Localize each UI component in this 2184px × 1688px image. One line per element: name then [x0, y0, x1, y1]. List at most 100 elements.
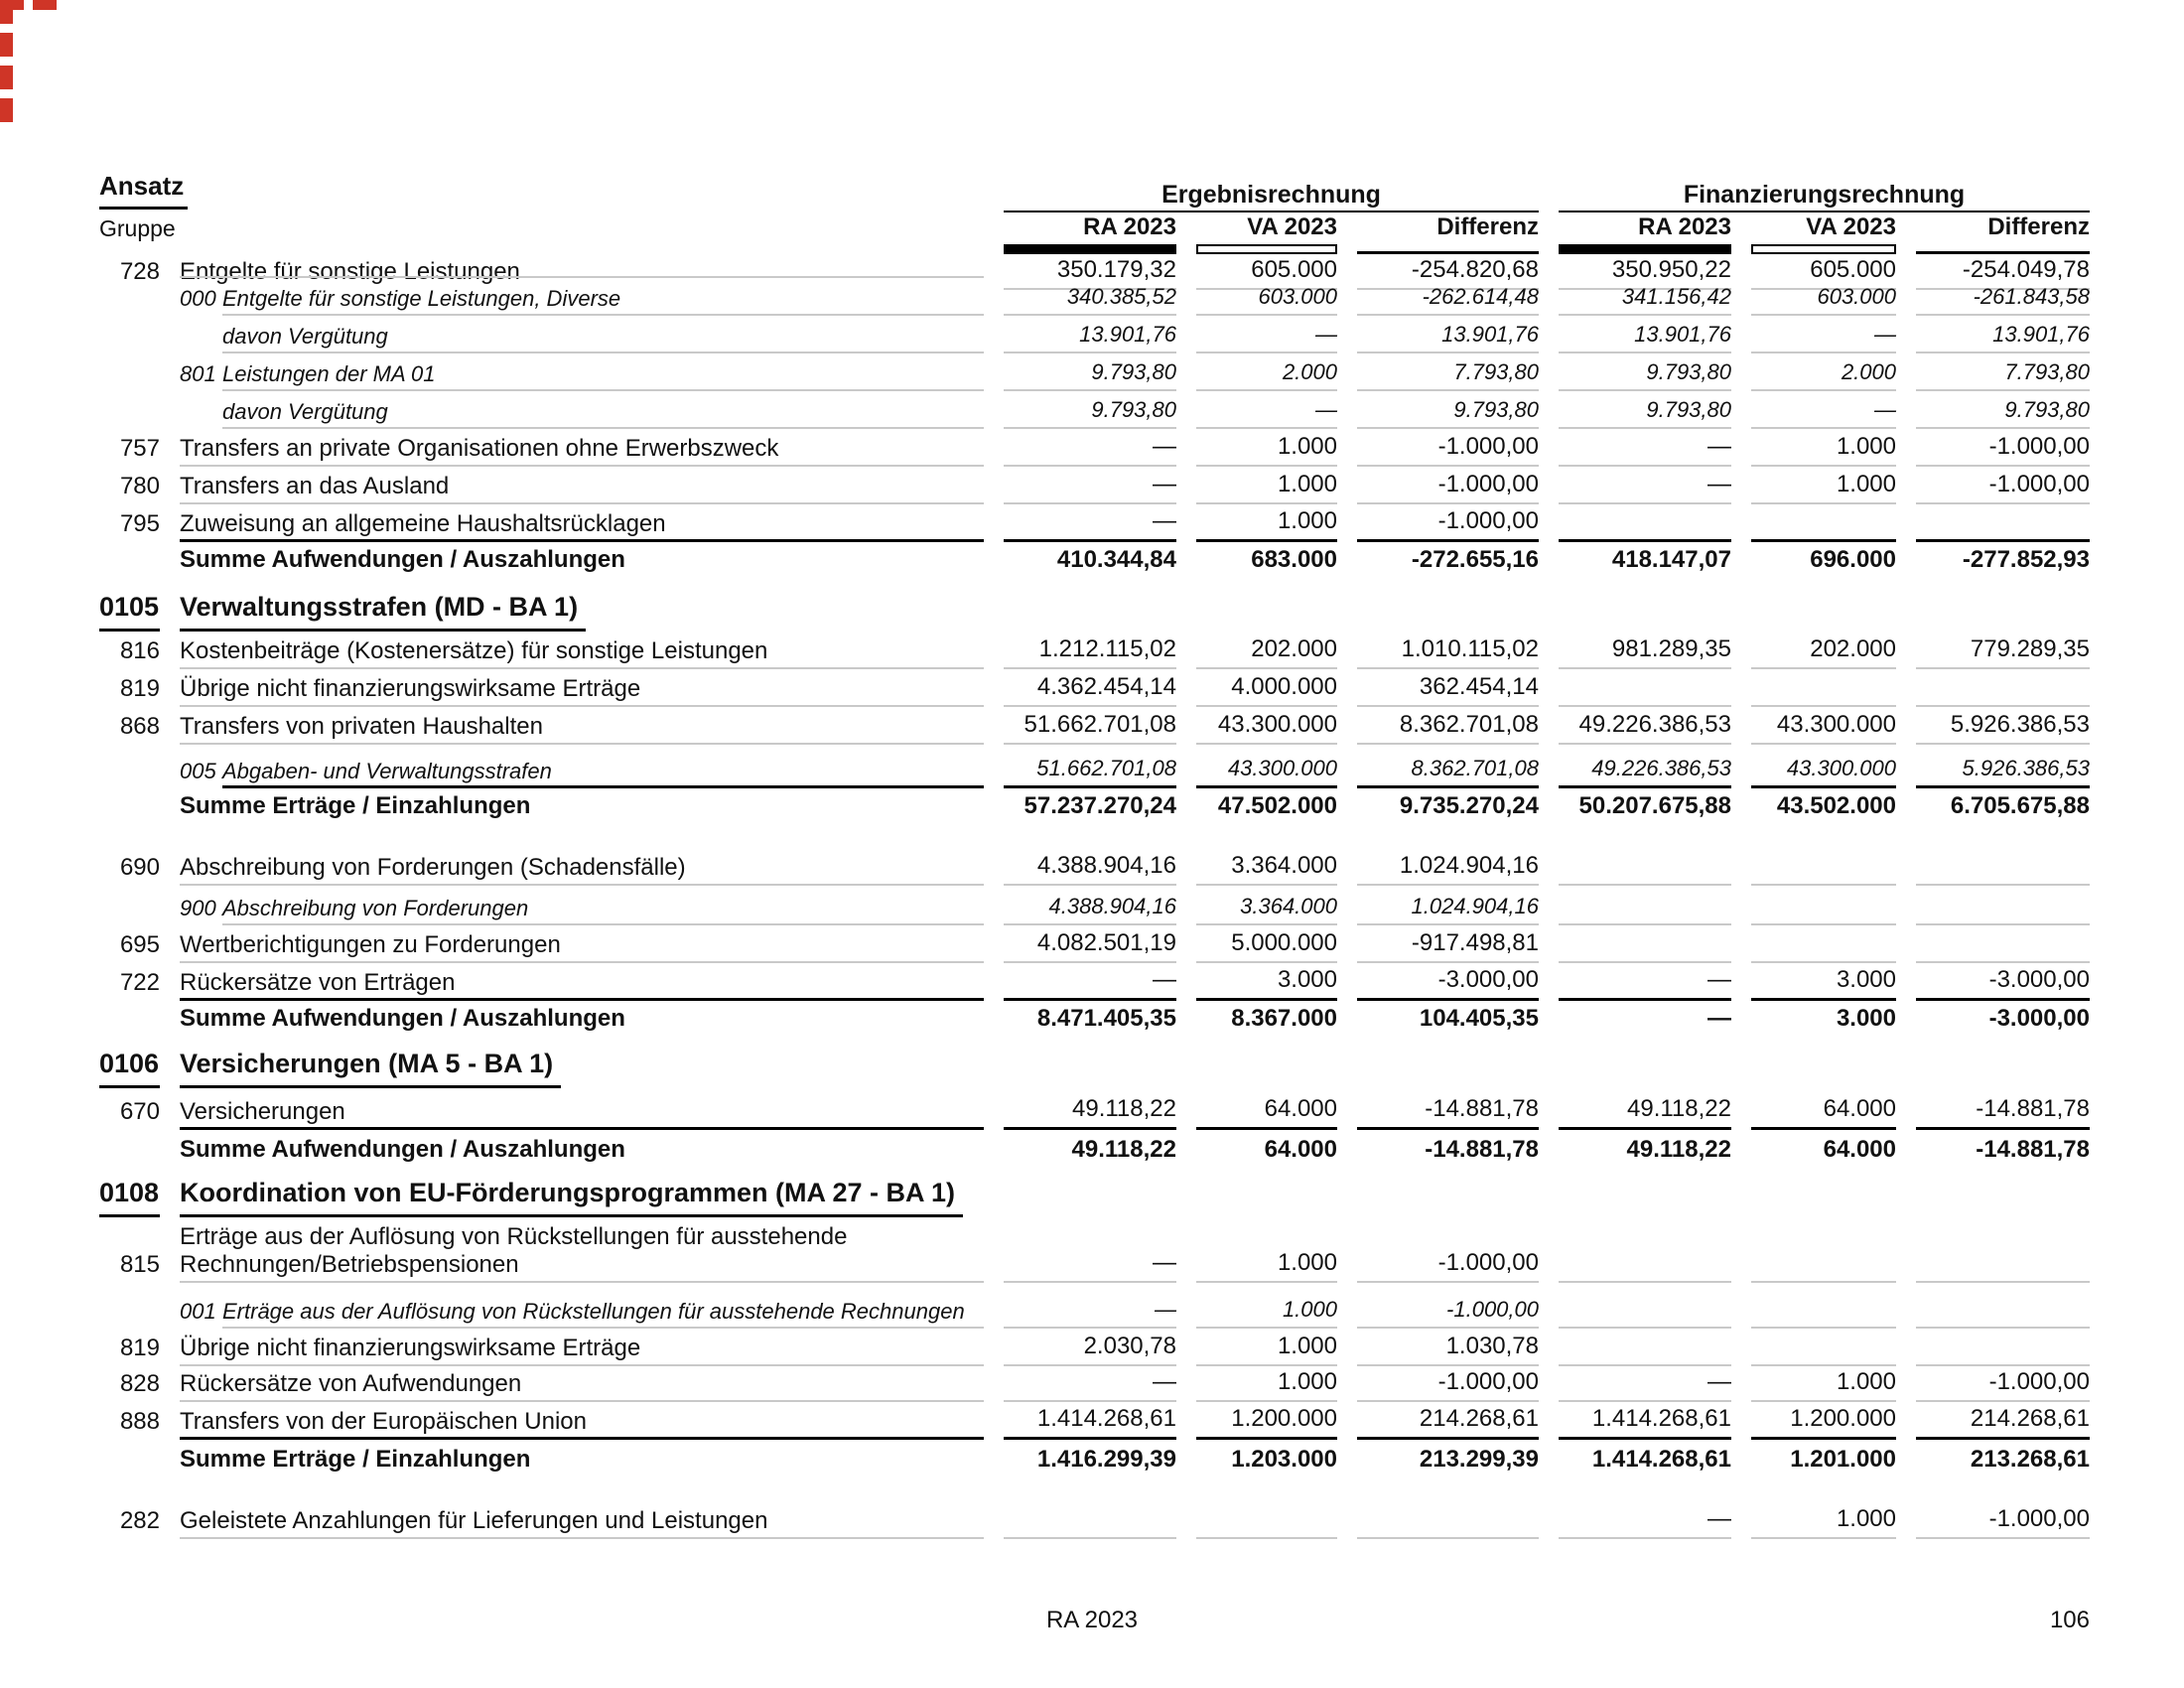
- col-label-e-va: VA 2023: [1247, 213, 1337, 240]
- value-cell: 4.388.904,16: [1004, 886, 1176, 925]
- value-cell: -14.881,78: [1976, 1136, 2090, 1163]
- row-label: Entgelte für sonstige Leistungen: [180, 258, 520, 285]
- row-label: Verwaltungsstrafen (MD - BA 1): [180, 592, 587, 632]
- value-cell: [1751, 886, 1896, 925]
- row-label: Koordination von EU-Förderungsprogrammen…: [180, 1178, 964, 1217]
- table-row: 801 Leistungen der MA 01 9.793,80 2.000 7.79…: [99, 353, 2090, 391]
- table-row: 670 Versicherungen 49.118,22 64.000 -14.881,…: [99, 1088, 2090, 1130]
- value-cell: —: [1004, 1217, 1176, 1283]
- value-cell: 5.926.386,53: [1916, 745, 2090, 788]
- value-cell: 340.385,52: [1004, 278, 1176, 316]
- ansatz-cell: Ansatz: [99, 171, 984, 210]
- value-cell: 4.000.000: [1196, 669, 1337, 707]
- value-cell: 981.289,35: [1559, 632, 1731, 669]
- value-cell: 43.300.000: [1751, 745, 1896, 788]
- gruppe-number: [99, 1001, 160, 1037]
- value-cell: [1559, 1217, 1731, 1283]
- value-cell: 1.200.000: [1196, 1402, 1337, 1440]
- table-row: 757 Transfers an private Organisationen o…: [99, 429, 2090, 467]
- row-label-cell: Transfers an das Ausland: [180, 467, 984, 504]
- gruppe-number: 868: [119, 713, 160, 740]
- row-label-cell: davon Vergütung: [180, 316, 984, 353]
- finanzierungsrechnung-title: Finanzierungsrechnung: [1683, 181, 1966, 209]
- value-cell: 350.950,22: [1559, 256, 1731, 290]
- ra-column-marker-bar: [1559, 244, 1731, 254]
- value-cell: 779.289,35: [1916, 632, 2090, 669]
- row-label: Summe Erträge / Einzahlungen: [180, 792, 531, 819]
- gruppe-number: 757: [119, 435, 160, 462]
- row-label-cell: Erträge aus der Auflösung von Rückstellu…: [180, 1217, 984, 1283]
- gruppe-number: 0108: [99, 1168, 160, 1217]
- value-cell: 49.118,22: [1071, 1136, 1176, 1163]
- value-cell: 9.735.270,24: [1399, 792, 1539, 819]
- value-cell: 410.344,84: [1056, 546, 1176, 573]
- value-cell: [1916, 504, 2090, 542]
- row-label-cell: Rückersätze von Erträgen: [180, 963, 984, 1001]
- row-label: Rückersätze von Erträgen: [180, 969, 456, 996]
- value-cell: -1.000,00: [1916, 1501, 2090, 1539]
- row-label: Zuweisung an allgemeine Haushaltsrücklag…: [180, 510, 666, 537]
- value-cell: [1916, 1283, 2090, 1329]
- row-label-cell: Summe Aufwendungen / Auszahlungen: [180, 542, 984, 578]
- table-row: 816 Kostenbeiträge (Kostenersätze) für so…: [99, 632, 2090, 669]
- value-cell: -1.000,00: [1357, 467, 1539, 504]
- value-cell: [1916, 886, 2090, 925]
- differenz-column-marker-line: [1916, 251, 2090, 254]
- value-cell: —: [1751, 391, 1896, 429]
- value-cell: 362.454,14: [1357, 669, 1539, 707]
- value-cell: [1916, 578, 2090, 632]
- value-cell: 13.901,76: [1004, 316, 1176, 353]
- table-row: Summe Aufwendungen / Auszahlungen 49.118,…: [99, 1130, 2090, 1168]
- table-row: 780 Transfers an das Ausland — 1.000 -1.000,…: [99, 467, 2090, 504]
- gruppe-number: 0105: [99, 578, 160, 632]
- value-cell: 8.362.701,08: [1357, 707, 1539, 745]
- value-cell: -3.000,00: [1357, 963, 1539, 1001]
- row-label-cell: Wertberichtigungen zu Forderungen: [180, 925, 984, 963]
- value-cell: -254.820,68: [1357, 256, 1539, 290]
- value-cell: [1916, 1037, 2090, 1088]
- table-row: 819 Übrige nicht finanzierungswirksame Er…: [99, 669, 2090, 707]
- value-cell: 5.926.386,53: [1916, 707, 2090, 745]
- gruppe-number: [99, 278, 160, 316]
- value-cell: 104.405,35: [1419, 1005, 1539, 1032]
- value-cell: —: [1196, 391, 1337, 429]
- value-cell: [1559, 1283, 1731, 1329]
- value-cell: [1357, 1168, 1539, 1217]
- row-label: Summe Aufwendungen / Auszahlungen: [180, 546, 625, 573]
- value-cell: —: [1004, 467, 1176, 504]
- va-column-marker-bar: [1196, 244, 1337, 254]
- table-row: 000 Entgelte für sonstige Leistungen, Div…: [99, 278, 2090, 316]
- value-cell: 1.024.904,16: [1357, 848, 1539, 886]
- value-cell: 2.030,78: [1004, 1329, 1176, 1366]
- row-label-cell: Kostenbeiträge (Kostenersätze) für sonst…: [180, 632, 984, 669]
- value-cell: 43.300.000: [1196, 745, 1337, 788]
- col-label-e-diff: Differenz: [1436, 213, 1539, 240]
- value-cell: 50.207.675,88: [1578, 792, 1731, 819]
- value-cell: -1.000,00: [1357, 1217, 1539, 1283]
- gruppe-number: [99, 316, 160, 353]
- value-cell: [1559, 1037, 1731, 1088]
- value-cell: [1916, 1329, 2090, 1366]
- table-row: 722 Rückersätze von Erträgen — 3.000 -3.000,…: [99, 963, 2090, 1001]
- value-cell: [1559, 504, 1731, 542]
- gruppe-number: [99, 745, 160, 788]
- row-label-cell: 801 Leistungen der MA 01: [180, 353, 984, 391]
- row-label-cell: Transfers an private Organisationen ohne…: [180, 429, 984, 467]
- value-cell: [1916, 925, 2090, 963]
- value-cell: 49.226.386,53: [1559, 707, 1731, 745]
- value-cell: 49.118,22: [1559, 1088, 1731, 1130]
- value-cell: 1.000: [1751, 429, 1896, 467]
- value-cell: [1004, 578, 1176, 632]
- value-cell: -1.000,00: [1916, 429, 2090, 467]
- table-row: 900 Abschreibung von Forderungen 4.388.904…: [99, 886, 2090, 925]
- value-cell: 3.000: [1836, 1005, 1896, 1032]
- value-cell: 9.793,80: [1004, 391, 1176, 429]
- value-cell: 4.388.904,16: [1004, 848, 1176, 886]
- value-cell: 3.364.000: [1196, 886, 1337, 925]
- value-cell: [1357, 1037, 1539, 1088]
- value-cell: [1004, 1168, 1176, 1217]
- gruppe-number: [99, 353, 160, 391]
- value-cell: [1751, 1283, 1896, 1329]
- table-header-titles: Ansatz Ergebnisrechnung Finanzierungsrec…: [99, 171, 2090, 210]
